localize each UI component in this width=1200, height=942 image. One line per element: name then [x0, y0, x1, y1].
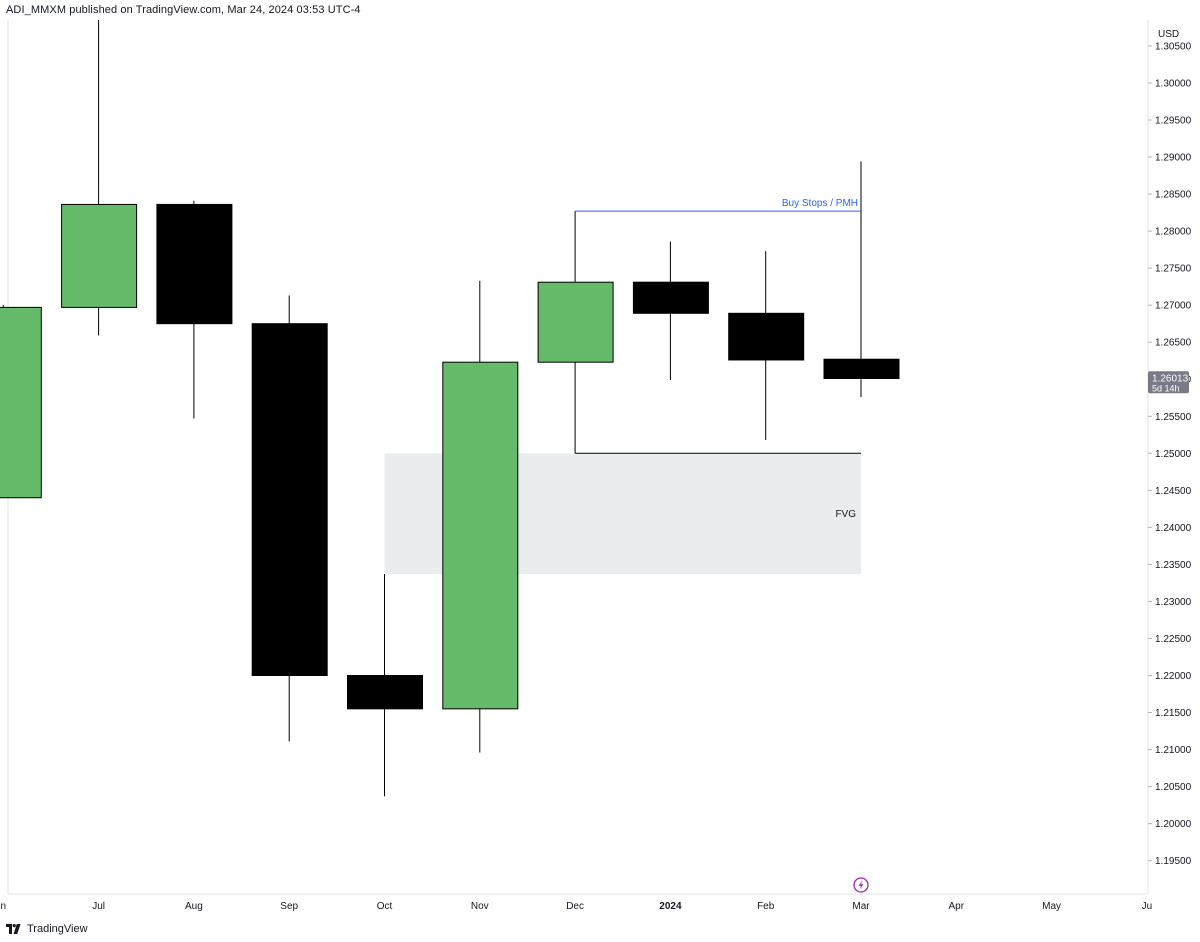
buy-stops-label: Buy Stops / PMH	[782, 198, 858, 209]
price-ticks: 1.19500 1.20000 1.20500 1.21000 1.21500 1.220…	[1148, 41, 1192, 867]
time-tick-label: Dec	[566, 901, 584, 912]
last-price-countdown: 5d 14h	[1152, 383, 1180, 393]
price-tick-label: 1.20500	[1155, 782, 1192, 793]
price-tick-label: 1.22500	[1155, 634, 1192, 645]
price-tick-label: 1.26500	[1155, 338, 1192, 349]
candle-body-bull[interactable]	[61, 203, 138, 308]
time-tick-label: 2024	[659, 901, 682, 912]
price-tick-label: 1.29000	[1155, 153, 1192, 164]
candles	[0, 20, 900, 797]
price-tick-label: 1.23500	[1155, 560, 1192, 571]
time-tick-label: Oct	[377, 901, 393, 912]
tradingview-brand-text: TradingView	[27, 923, 88, 935]
price-tick-label: 1.30000	[1155, 78, 1192, 89]
tradingview-footer[interactable]: TradingView	[6, 921, 88, 937]
candle-body-bull[interactable]	[537, 281, 614, 363]
last-price-badge	[1148, 371, 1189, 394]
time-tick-label: Aug	[185, 901, 203, 912]
chart-area[interactable]: USD FVG 1.19500 1.20000 1.20500 1.21000 1.21…	[0, 20, 1200, 918]
price-tick-label: 1.24000	[1155, 523, 1192, 534]
price-tick-label: 1.24500	[1155, 486, 1192, 497]
price-tick-label: 1.22000	[1155, 671, 1192, 682]
price-tick-label: 1.21500	[1155, 708, 1192, 719]
time-tick-label: Ju	[1142, 901, 1153, 912]
price-tick-label: 1.29500	[1155, 115, 1192, 126]
time-tick-label: May	[1042, 901, 1061, 912]
publish-header: ADI_MMXM published on TradingView.com, M…	[6, 4, 361, 16]
price-tick-label: 1.27500	[1155, 264, 1192, 275]
candle-body-bull[interactable]	[442, 361, 519, 710]
candle-body-bear[interactable]	[728, 312, 805, 361]
currency-label: USD	[1158, 29, 1179, 40]
candle-body-bear[interactable]	[632, 281, 709, 314]
price-tick-label: 1.25000	[1155, 449, 1192, 460]
price-tick-label: 1.20000	[1155, 819, 1192, 830]
last-price-value: 1.26013	[1152, 373, 1189, 384]
candle-body-bear[interactable]	[251, 323, 328, 676]
candle-body-bull[interactable]	[0, 306, 42, 499]
time-tick-label: Feb	[757, 901, 775, 912]
price-tick-label: 1.27000	[1155, 301, 1192, 312]
event-marker[interactable]	[853, 877, 869, 893]
price-tick-label: 1.28500	[1155, 190, 1192, 201]
candle-body-bear[interactable]	[156, 203, 233, 325]
price-tick-label: 1.28000	[1155, 227, 1192, 238]
time-ticks: n Jul Aug Sep Oct Nov Dec 2024 Feb Mar Apr May Ju	[1, 901, 1153, 912]
candle-body-bear[interactable]	[347, 675, 423, 710]
time-tick-label: Apr	[949, 901, 965, 912]
price-tick-label: 1.25500	[1155, 412, 1192, 423]
time-tick-label: Nov	[471, 901, 489, 912]
time-tick-label: Jul	[92, 901, 105, 912]
candlestick-chart[interactable]: USD FVG 1.19500 1.20000 1.20500 1.21000 1.21…	[0, 20, 1200, 918]
price-tick-label: 1.23000	[1155, 597, 1192, 608]
tradingview-logo-icon	[6, 924, 22, 934]
price-tick-label: 1.30500	[1155, 41, 1192, 52]
time-tick-label: n	[1, 901, 7, 912]
lightning-bolt-glyph	[858, 880, 864, 890]
time-tick-label: Mar	[852, 901, 870, 912]
price-tick-label: 1.19500	[1155, 856, 1192, 867]
annotations: Buy Stops / PMH	[575, 198, 861, 454]
time-tick-label: Sep	[280, 901, 298, 912]
price-tick-label: 1.21000	[1155, 745, 1192, 756]
candle-body-bear[interactable]	[823, 358, 900, 379]
fvg-label: FVG	[835, 509, 856, 520]
